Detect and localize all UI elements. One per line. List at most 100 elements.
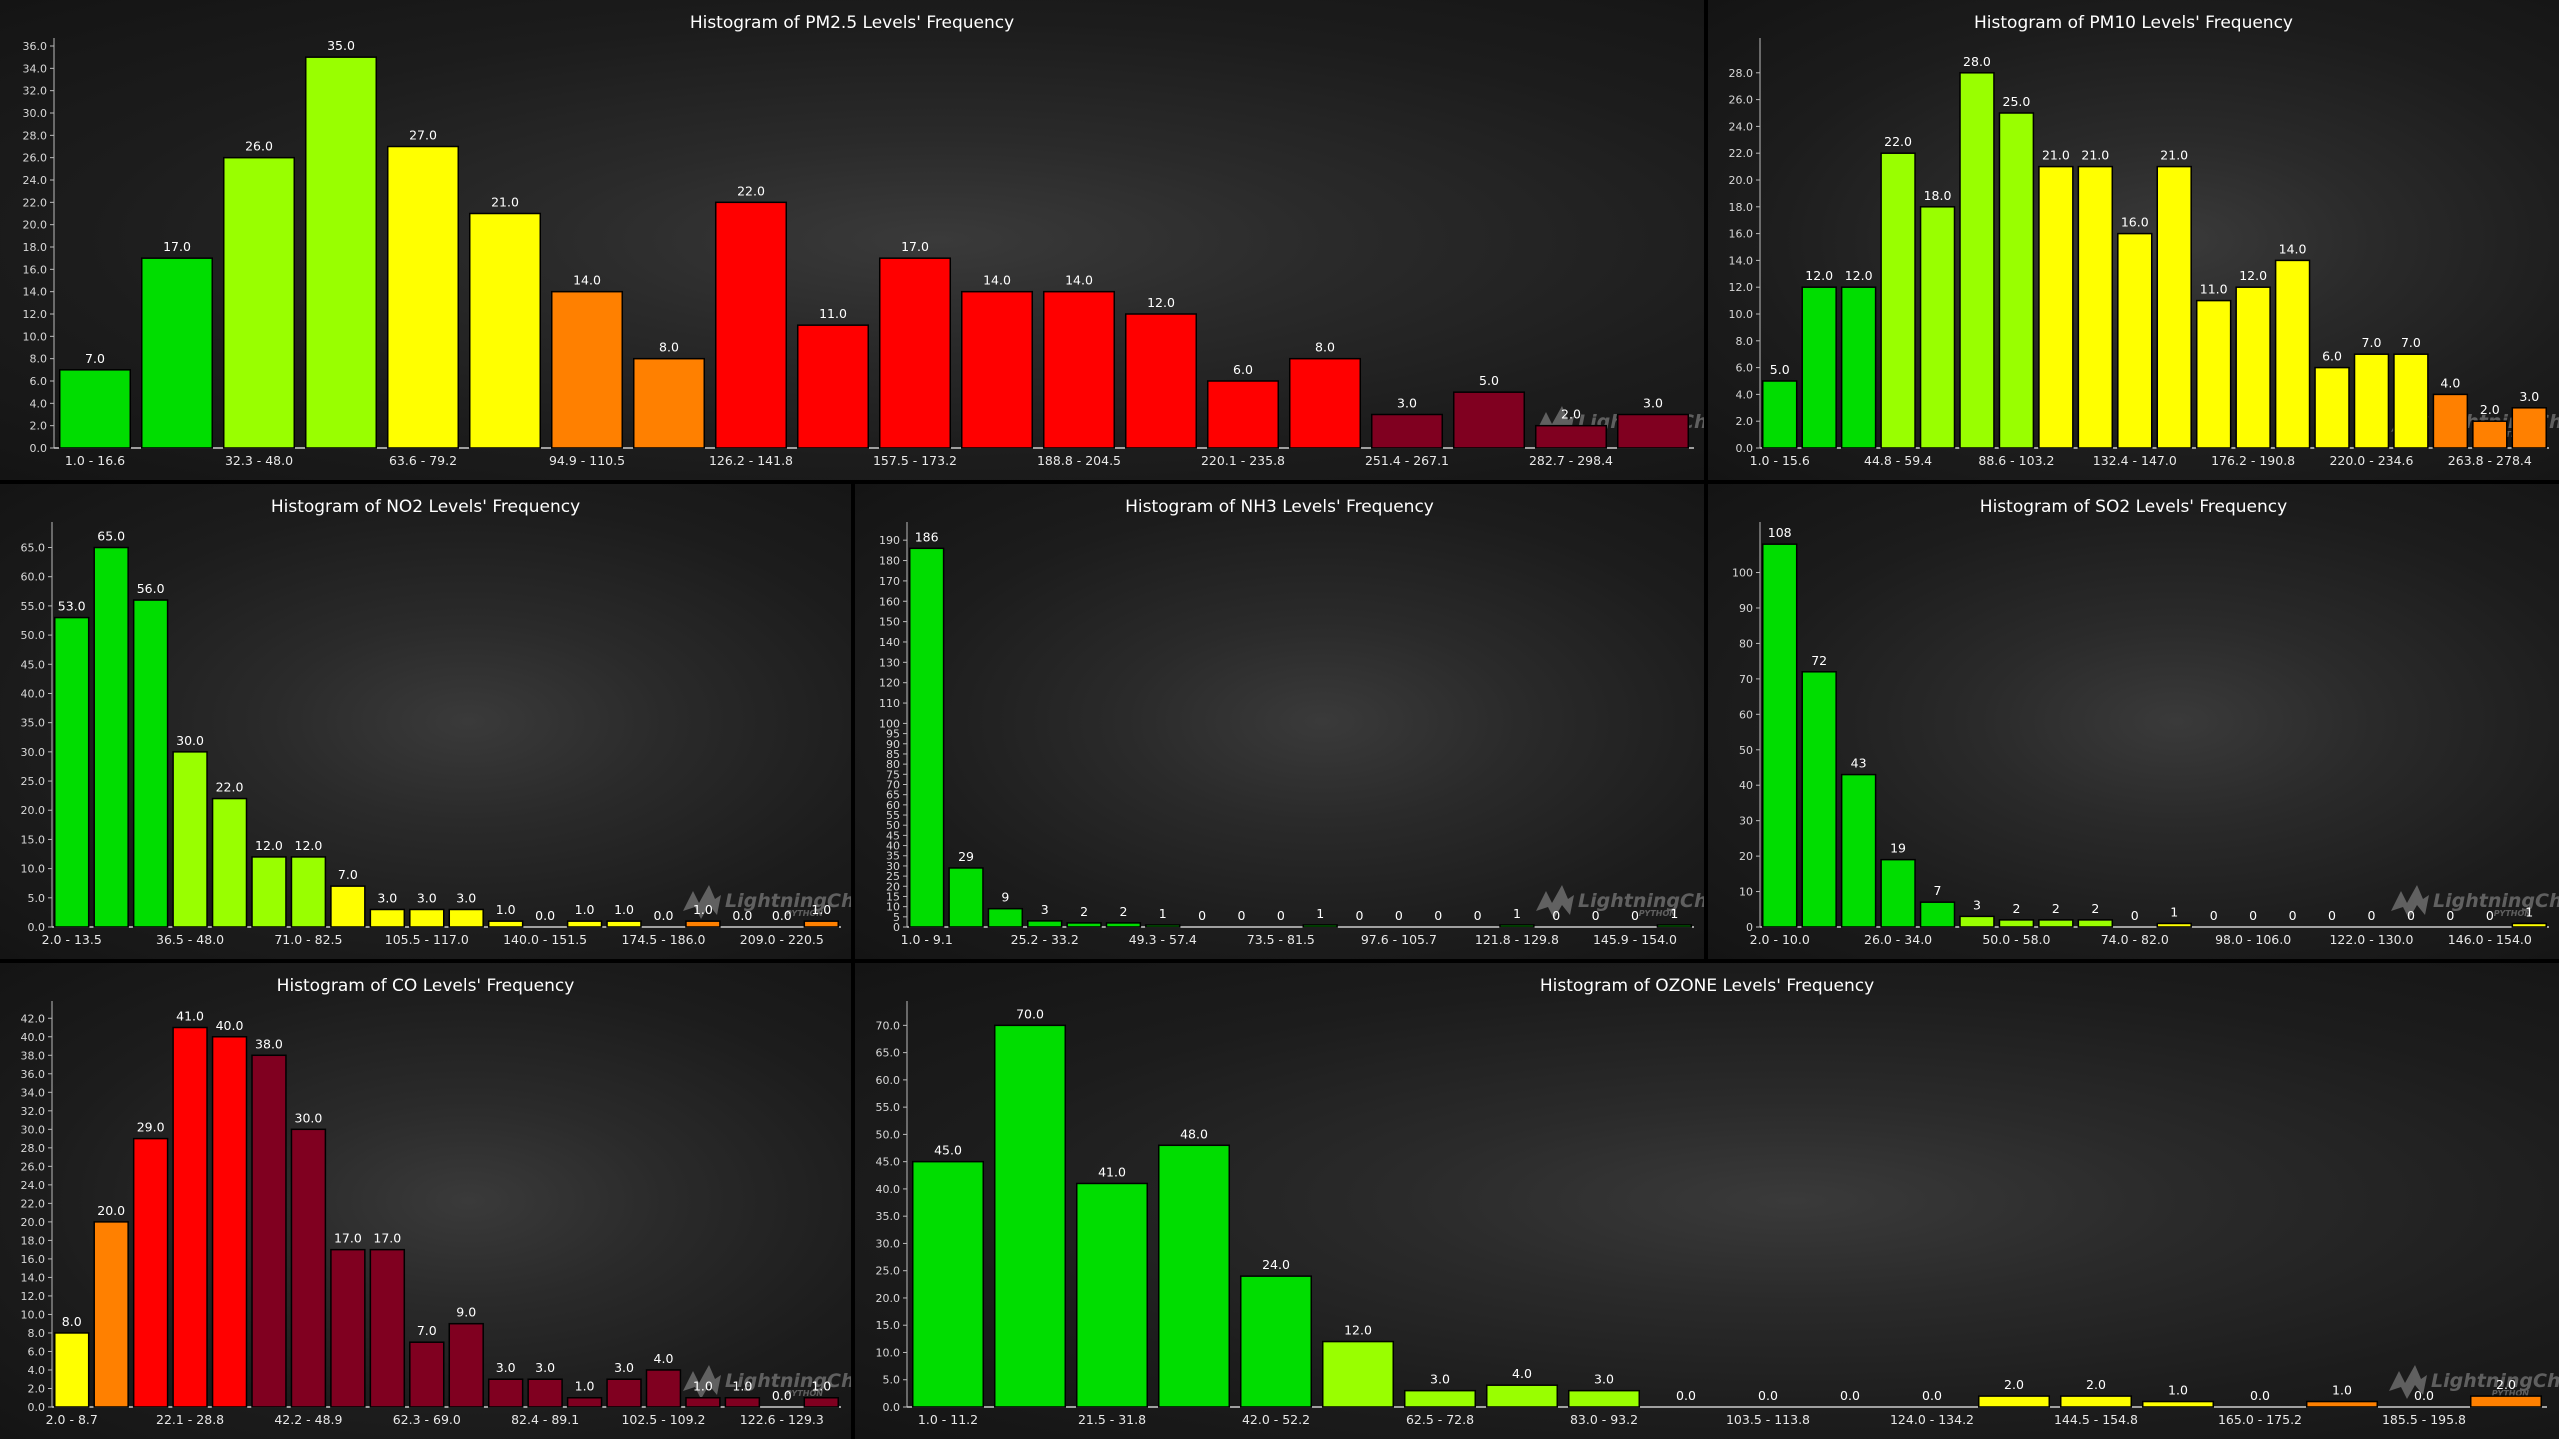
- lightningchart-brand-text: LightningChart®: [2431, 1370, 2559, 1392]
- nh3-bar-value-label: 2: [1119, 904, 1127, 919]
- lightningchart-sub-text: PYTHON: [2492, 1389, 2530, 1398]
- co-bar-value-label: 0.0: [772, 1388, 792, 1403]
- ozone-x-tick-label: 103.5 - 113.8: [1726, 1412, 1810, 1427]
- pm10-bar-30-2-44-8: [1840, 286, 1877, 449]
- so2-bar-value-label: 2: [2012, 901, 2020, 916]
- ozone-bar-83-0-93-2: [1567, 1389, 1641, 1408]
- co-bar-55-6-62-3: [369, 1248, 406, 1408]
- so2-bar-34-0-42-0: [1919, 901, 1956, 928]
- lightningchart-logo-icon: [2389, 1365, 2427, 1399]
- nh3-y-tick-label: 65: [886, 789, 900, 802]
- no2-y-tick-label: 45.0: [21, 658, 46, 671]
- pm25-y-tick-label: 30.0: [23, 107, 48, 120]
- so2-bar-82-0-90-0: [2156, 922, 2192, 928]
- pm25-bar-157-5-173-2: [878, 257, 952, 449]
- pm10-bar-value-label: 21.0: [2042, 148, 2070, 163]
- pm25-chart-svg: Histogram of PM2.5 Levels' Frequency 0.0 2…: [23, 13, 1705, 468]
- pm25-y-tick-label: 28.0: [23, 129, 48, 142]
- ozone-bar-value-label: 70.0: [1016, 1006, 1044, 1021]
- so2-bar-2-0-10-0: [1762, 543, 1798, 928]
- pm10-bar-74-0-88-6: [1959, 72, 1995, 449]
- nh3-y-tick-label: 30: [886, 860, 900, 873]
- so2-bar-value-label: 0: [2407, 908, 2415, 923]
- nh3-y-tick-label: 80: [886, 758, 900, 771]
- pm25-y-tick-label: 12.0: [23, 308, 48, 321]
- pm25-chart-title: Histogram of PM2.5 Levels' Frequency: [690, 13, 1014, 33]
- ozone-bar-value-label: 0.0: [2250, 1388, 2270, 1403]
- pm25-bar-value-label: 22.0: [737, 183, 765, 198]
- nh3-y-tick-label: 180: [879, 555, 900, 568]
- pm10-x-tick-label: 220.0 - 234.6: [2329, 453, 2413, 468]
- co-bar-value-label: 1.0: [811, 1379, 831, 1394]
- pm10-bar-147-0-161-6: [2156, 165, 2192, 449]
- co-x-tick-label: 2.0 - 8.7: [46, 1412, 98, 1427]
- pm10-bar-value-label: 5.0: [1770, 362, 1790, 377]
- co-y-tick-label: 36.0: [21, 1068, 46, 1081]
- no2-bar-value-label: 30.0: [176, 733, 204, 748]
- co-bar-value-label: 3.0: [496, 1360, 516, 1375]
- pm10-bar-value-label: 12.0: [1805, 268, 1833, 283]
- no2-bar-value-label: 12.0: [295, 838, 323, 853]
- co-x-tick-label: 102.5 - 109.2: [621, 1412, 705, 1427]
- pm25-y-tick-label: 20.0: [23, 219, 48, 232]
- ozone-bar-value-label: 12.0: [1344, 1323, 1372, 1338]
- no2-chart-svg: Histogram of NO2 Levels' Frequency 0.0 5.0…: [21, 497, 852, 947]
- ozone-y-tick-label: 60.0: [876, 1074, 901, 1087]
- pm10-bar-value-label: 11.0: [2200, 282, 2228, 297]
- ozone-bar-175-2-185-5: [2305, 1400, 2379, 1408]
- pm10-bar-278-4-293-0: [2511, 407, 2547, 449]
- ozone-bar-value-label: 45.0: [934, 1143, 962, 1158]
- pm10-bar-249-2-263-8: [2432, 393, 2469, 449]
- co-bar-value-label: 3.0: [535, 1360, 555, 1375]
- co-y-tick-label: 38.0: [21, 1049, 46, 1062]
- no2-bar-value-label: 3.0: [456, 890, 476, 905]
- nh3-y-tick-label: 15: [886, 890, 900, 903]
- nh3-y-tick-label: 90: [886, 738, 900, 751]
- no2-x-tick-label: 105.5 - 117.0: [385, 932, 469, 947]
- lightningchart-logo-icon: [2391, 885, 2429, 919]
- so2-bar-66-0-74-0: [2077, 919, 2114, 928]
- co-bar-42-2-48-9: [290, 1128, 327, 1408]
- pm10-bar-44-8-59-4: [1880, 152, 1916, 449]
- pm25-bar-value-label: 3.0: [1397, 396, 1417, 411]
- lightningchart-sub-text: PYTHON: [2494, 909, 2532, 918]
- ozone-bar-value-label: 48.0: [1180, 1126, 1208, 1141]
- co-y-tick-label: 12.0: [21, 1290, 46, 1303]
- nh3-y-tick-label: 20: [886, 880, 900, 893]
- pm25-x-tick-label: 220.1 - 235.8: [1201, 453, 1285, 468]
- ozone-x-tick-label: 185.5 - 195.8: [2382, 1412, 2466, 1427]
- pm25-y-tick-label: 18.0: [23, 241, 48, 254]
- co-y-tick-label: 28.0: [21, 1142, 46, 1155]
- co-y-tick-label: 20.0: [21, 1216, 46, 1229]
- pm25-bar-32-3-48-0: [222, 156, 296, 449]
- no2-y-tick-label: 10.0: [21, 863, 46, 876]
- so2-x-tick-label: 26.0 - 34.0: [1864, 932, 1932, 947]
- nh3-bar-17-1-25-2: [987, 907, 1024, 928]
- pm25-bar-141-8-157-5: [796, 324, 870, 449]
- so2-x-tick-label: 2.0 - 10.0: [1750, 932, 1810, 947]
- nh3-y-tick-label: 190: [879, 534, 900, 547]
- pm10-y-tick-label: 2.0: [1736, 415, 1754, 428]
- no2-bar-25-0-36-5: [132, 599, 169, 928]
- pm10-y-tick-label: 8.0: [1736, 335, 1754, 348]
- ozone-bar-value-label: 24.0: [1262, 1257, 1290, 1272]
- no2-y-tick-label: 30.0: [21, 746, 46, 759]
- no2-bar-186-0-197-5: [685, 920, 721, 928]
- nh3-y-tick-label: 60: [886, 799, 900, 812]
- ozone-bar-144-5-154-8: [2059, 1395, 2133, 1408]
- ozone-bar-value-label: 2.0: [2004, 1377, 2024, 1392]
- pm10-bar-15-6-30-2: [1801, 286, 1837, 449]
- nh3-bar-value-label: 1: [1159, 906, 1167, 921]
- nh3-y-tick-label: 55: [886, 809, 900, 822]
- co-bar-28-8-35-5: [211, 1036, 248, 1408]
- pm25-y-tick-label: 10.0: [23, 330, 48, 343]
- no2-bar-36-5-48-0: [172, 751, 208, 928]
- pm25-bar-value-label: 2.0: [1561, 407, 1581, 422]
- so2-bar-154-0-162-0: [2511, 922, 2547, 928]
- lightningchart-brand-text: LightningChart®: [725, 1370, 851, 1392]
- nh3-x-tick-label: 49.3 - 57.4: [1129, 932, 1197, 947]
- pm25-bar-value-label: 14.0: [983, 273, 1011, 288]
- pm10-x-tick-label: 44.8 - 59.4: [1864, 453, 1932, 468]
- pm25-bar-value-label: 5.0: [1479, 373, 1499, 388]
- no2-y-tick-label: 60.0: [21, 571, 46, 584]
